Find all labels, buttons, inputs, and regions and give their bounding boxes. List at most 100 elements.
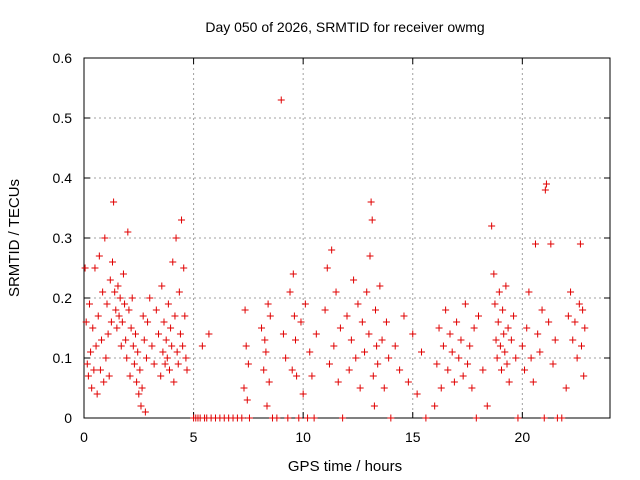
x-tick-label: 5	[190, 429, 198, 445]
data-point	[299, 390, 307, 398]
data-point	[531, 240, 539, 248]
data-point	[106, 276, 114, 284]
data-point	[244, 360, 252, 368]
data-point	[183, 366, 191, 374]
data-point	[369, 372, 377, 380]
data-point	[493, 354, 501, 362]
data-point	[332, 288, 340, 296]
data-point	[492, 336, 500, 344]
data-point	[361, 348, 369, 356]
data-point	[525, 288, 533, 296]
data-point	[169, 258, 177, 266]
data-point	[457, 336, 465, 344]
data-point	[148, 342, 156, 350]
data-point	[180, 264, 188, 272]
data-point	[306, 348, 314, 356]
data-point	[373, 342, 381, 350]
data-point	[93, 390, 101, 398]
data-point	[81, 264, 89, 272]
data-point	[146, 294, 154, 302]
x-tick-label: 10	[295, 429, 311, 445]
data-point	[144, 318, 152, 326]
data-point	[87, 348, 95, 356]
data-point	[85, 300, 93, 308]
data-point	[435, 324, 443, 332]
data-point	[328, 246, 336, 254]
data-point	[92, 342, 100, 350]
data-point	[129, 342, 137, 350]
data-point	[137, 402, 145, 410]
data-point	[400, 312, 408, 320]
data-point	[142, 354, 150, 362]
data-point	[562, 384, 570, 392]
data-point	[575, 300, 583, 308]
data-point	[138, 384, 146, 392]
data-point	[370, 402, 378, 410]
data-point	[113, 324, 121, 332]
data-point	[273, 414, 281, 422]
data-point	[135, 390, 143, 398]
data-point	[261, 336, 269, 344]
data-point	[321, 306, 329, 314]
data-point	[470, 324, 478, 332]
y-axis-label: SRMTID / TECUs	[6, 179, 23, 297]
data-point	[464, 360, 472, 368]
data-point	[475, 312, 482, 320]
data-point	[330, 342, 338, 350]
data-point	[580, 372, 588, 380]
data-point	[175, 288, 183, 296]
data-point	[293, 372, 301, 380]
data-point	[534, 330, 542, 338]
data-point	[378, 336, 386, 344]
data-point	[198, 342, 206, 350]
data-point	[507, 336, 515, 344]
data-point	[347, 336, 355, 344]
data-point	[98, 336, 106, 344]
data-point	[176, 330, 184, 338]
data-point	[579, 306, 587, 314]
data-point	[380, 384, 388, 392]
data-point	[323, 264, 331, 272]
data-point	[518, 342, 526, 350]
data-point	[172, 234, 180, 242]
data-point	[170, 378, 178, 386]
data-point	[391, 342, 399, 350]
data-point	[163, 354, 171, 362]
data-point	[455, 354, 463, 362]
data-point	[439, 342, 447, 350]
data-point	[130, 360, 138, 368]
data-point	[108, 258, 116, 266]
data-point	[102, 354, 110, 362]
data-point	[523, 324, 531, 332]
data-point	[503, 360, 511, 368]
data-point	[115, 312, 123, 320]
data-point	[336, 324, 344, 332]
data-point	[101, 234, 109, 242]
data-point	[536, 348, 544, 356]
data-point	[118, 318, 126, 326]
data-point	[368, 216, 376, 224]
data-point	[345, 366, 353, 374]
data-point	[171, 312, 179, 320]
data-point	[159, 348, 167, 356]
data-point	[242, 342, 250, 350]
data-point	[363, 288, 371, 296]
data-point	[567, 288, 575, 296]
data-point	[133, 378, 141, 386]
y-tick-label: 0.2	[53, 290, 73, 306]
data-point	[569, 336, 577, 344]
data-point	[466, 342, 474, 350]
data-point	[527, 354, 535, 362]
data-point	[437, 384, 445, 392]
data-point	[433, 360, 441, 368]
data-point	[95, 252, 103, 260]
y-tick-label: 0.6	[53, 50, 73, 66]
data-point	[277, 96, 285, 104]
data-point	[282, 354, 290, 362]
data-point	[578, 342, 586, 350]
data-point	[158, 282, 166, 290]
data-point	[374, 360, 382, 368]
data-point	[496, 342, 504, 350]
data-point	[127, 324, 135, 332]
data-point	[500, 330, 508, 338]
